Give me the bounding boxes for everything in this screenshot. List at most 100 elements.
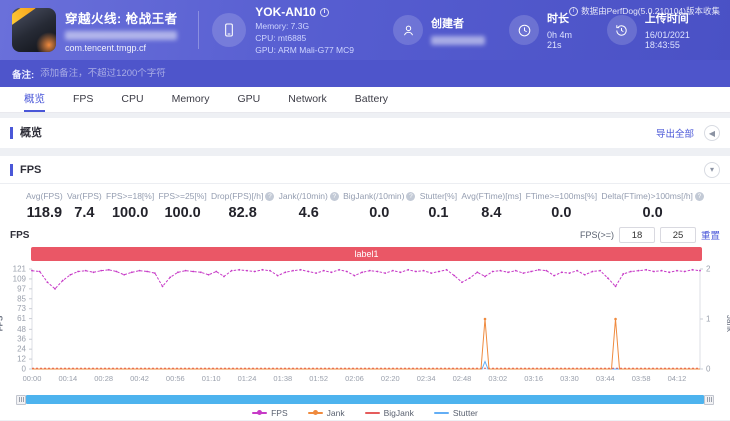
note-input[interactable] — [40, 68, 718, 79]
svg-text:00:14: 00:14 — [58, 374, 77, 383]
info-icon[interactable]: ? — [265, 191, 275, 201]
info-icon[interactable]: ? — [694, 191, 704, 201]
legend-item-stutter[interactable]: Stutter — [433, 408, 478, 418]
fps-threshold-low-input[interactable] — [618, 227, 655, 243]
tab-overview[interactable]: 概览 — [10, 87, 59, 112]
tab-gpu[interactable]: GPU — [237, 93, 261, 105]
stat-ftime-ge-100ms: FTime>=100ms[%] 0.0 — [525, 191, 598, 221]
svg-text:24: 24 — [17, 345, 26, 354]
tab-battery[interactable]: Battery — [354, 93, 389, 105]
export-all-link[interactable]: 导出全部 — [655, 129, 694, 140]
svg-text:01:10: 01:10 — [202, 374, 221, 383]
info-icon: i — [569, 6, 579, 16]
legend-item-jank[interactable]: Jank — [307, 408, 345, 418]
chart-scrollbar — [16, 394, 714, 405]
fps-chart-header: FPS FPS(>=) 重置 — [0, 223, 730, 247]
header-divider — [198, 11, 200, 49]
creator-name-redacted — [431, 36, 486, 45]
svg-text:01:38: 01:38 — [273, 374, 292, 383]
svg-text:02:20: 02:20 — [381, 374, 400, 383]
phone-icon — [212, 13, 247, 47]
device-cpu: CPU: mt6885 — [255, 33, 307, 43]
creator-label: 创建者 — [431, 18, 465, 30]
note-label: 备注: — [12, 69, 35, 81]
history-clock-icon — [606, 15, 637, 45]
svg-text:02:34: 02:34 — [417, 374, 436, 383]
duration-info: 时长 0h 4m 21s — [509, 10, 583, 50]
bigjank-series-marker — [364, 411, 380, 414]
fps-section-header: FPS ▾ — [0, 156, 730, 184]
device-name: YOK-AN10 — [255, 5, 316, 19]
fps-stats-row: Avg(FPS) 118.9 Var(FPS) 7.4 FPS>=18[%] 1… — [0, 184, 730, 223]
overview-section-header: 概览 导出全部 ◀ — [0, 118, 730, 148]
collapse-down-button[interactable]: ▾ — [704, 161, 720, 178]
svg-text:0: 0 — [706, 365, 711, 374]
app-icon-ribbon — [12, 8, 36, 28]
app-subtitle-redacted — [65, 30, 177, 40]
fps-threshold-label: FPS(>=) — [579, 230, 614, 240]
tab-fps[interactable]: FPS — [73, 93, 94, 105]
app-title: 穿越火线: 枪战王者 — [65, 11, 178, 26]
jank-series-marker — [307, 410, 323, 415]
svg-text:85: 85 — [17, 294, 26, 303]
svg-text:01:52: 01:52 — [309, 374, 328, 383]
device-gpu: GPU: ARM Mali-G77 MC9 — [255, 45, 354, 55]
svg-text:121: 121 — [13, 265, 27, 274]
svg-text:2: 2 — [706, 265, 711, 274]
svg-text:03:58: 03:58 — [632, 374, 651, 383]
collapse-left-button[interactable]: ◀ — [704, 125, 720, 141]
clock-icon — [509, 15, 540, 45]
svg-text:03:16: 03:16 — [524, 374, 543, 383]
device-info-icon[interactable]: i — [319, 7, 329, 17]
info-icon[interactable]: ? — [406, 191, 416, 201]
info-icon[interactable]: ? — [329, 191, 339, 201]
stat-stutter: Stutter[%] 0.1 — [419, 191, 458, 221]
legend-item-bigjank[interactable]: BigJank — [364, 408, 414, 418]
app-icon — [12, 8, 56, 52]
svg-text:00:42: 00:42 — [130, 374, 149, 383]
svg-text:97: 97 — [17, 284, 26, 293]
svg-text:00:56: 00:56 — [166, 374, 185, 383]
chart-annotation-bar: label1 — [31, 247, 702, 261]
tab-memory[interactable]: Memory — [171, 93, 210, 105]
fps-chart[interactable]: label1 FPS Jank 0 12 24 36 48 61 73 85 97 109 121 0… — [0, 247, 730, 393]
svg-text:01:24: 01:24 — [238, 374, 257, 383]
upload-time-label: 上传时间 — [644, 13, 689, 25]
scrollbar-handle-left[interactable] — [16, 394, 26, 405]
report-tabbar: 概览 FPS CPU Memory GPU Network Battery — [0, 87, 730, 113]
stat-jank: Jank(/10min)? 4.6 — [279, 191, 339, 221]
svg-text:00:00: 00:00 — [23, 374, 42, 383]
stutter-series-marker — [433, 411, 449, 414]
svg-text:02:48: 02:48 — [453, 374, 472, 383]
fps-series-marker — [252, 410, 268, 415]
fps-card: FPS ▾ Avg(FPS) 118.9 Var(FPS) 7.4 FPS>=1… — [0, 156, 730, 420]
creator-info: 创建者 — [393, 15, 486, 45]
svg-text:36: 36 — [17, 335, 26, 344]
svg-text:61: 61 — [17, 314, 26, 323]
scrollbar-track[interactable] — [26, 395, 704, 404]
duration-label: 时长 — [547, 13, 570, 25]
app-info: 穿越火线: 枪战王者 com.tencent.tmgp.cf — [12, 8, 185, 53]
svg-text:109: 109 — [13, 274, 27, 283]
person-icon — [393, 15, 424, 45]
overview-section-title: 概览 — [10, 127, 42, 139]
svg-text:04:12: 04:12 — [668, 374, 687, 383]
duration-value: 0h 4m 21s — [547, 30, 573, 50]
scrollbar-handle-right[interactable] — [704, 394, 714, 405]
fps-threshold-high-input[interactable] — [659, 227, 696, 243]
svg-text:03:02: 03:02 — [488, 374, 507, 383]
svg-text:73: 73 — [17, 304, 26, 313]
tab-cpu[interactable]: CPU — [121, 93, 144, 105]
chart-legend: FPS Jank BigJank Stutter — [0, 405, 730, 420]
note-bar: 备注: — [0, 60, 730, 87]
tab-network[interactable]: Network — [288, 93, 327, 105]
app-icon-glow — [36, 32, 56, 52]
stat-var-fps: Var(FPS) 7.4 — [66, 191, 102, 221]
legend-item-fps[interactable]: FPS — [252, 408, 288, 418]
stat-drop-fps: Drop(FPS)[/h]? 82.8 — [211, 191, 275, 221]
svg-text:00:28: 00:28 — [94, 374, 113, 383]
stat-avg-ftime: Avg(FTime)[ms] 8.4 — [461, 191, 522, 221]
svg-text:48: 48 — [17, 325, 26, 334]
threshold-reset-link[interactable]: 重置 — [700, 231, 720, 242]
